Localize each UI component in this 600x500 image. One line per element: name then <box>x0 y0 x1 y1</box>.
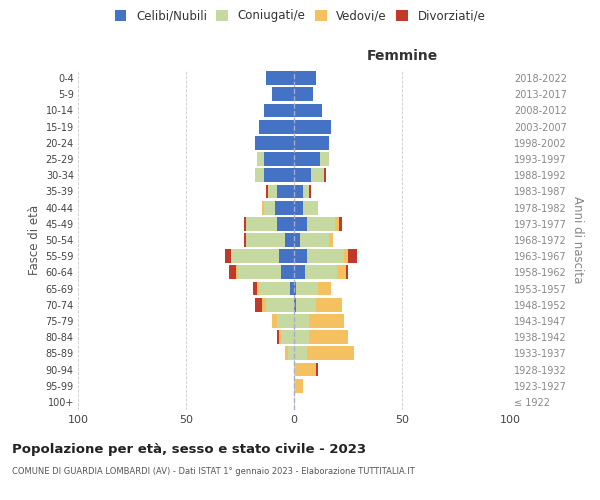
Bar <box>346 266 348 280</box>
Text: Femmine: Femmine <box>367 49 437 63</box>
Bar <box>229 266 236 280</box>
Bar <box>257 152 264 166</box>
Bar <box>279 330 281 344</box>
Bar <box>294 282 296 296</box>
Bar <box>275 200 294 214</box>
Bar <box>294 136 329 149</box>
Bar <box>286 346 287 360</box>
Bar <box>253 282 257 296</box>
Bar <box>286 233 294 247</box>
Text: Popolazione per età, sesso e stato civile - 2023: Popolazione per età, sesso e stato civil… <box>12 442 366 456</box>
Bar <box>302 200 318 214</box>
Bar <box>277 330 279 344</box>
Bar <box>272 88 294 101</box>
Bar <box>294 88 313 101</box>
Bar <box>318 282 331 296</box>
Bar <box>264 104 294 118</box>
Bar <box>264 152 294 166</box>
Bar <box>287 346 294 360</box>
Bar <box>296 362 316 376</box>
Bar <box>247 233 286 247</box>
Bar <box>281 266 294 280</box>
Bar <box>294 120 331 134</box>
Bar <box>257 282 259 296</box>
Bar <box>262 200 264 214</box>
Bar <box>324 168 326 182</box>
Bar <box>307 250 344 263</box>
Bar <box>294 314 309 328</box>
Bar <box>277 217 294 230</box>
Legend: Celibi/Nubili, Coniugati/e, Vedovi/e, Divorziati/e: Celibi/Nubili, Coniugati/e, Vedovi/e, Di… <box>111 6 489 26</box>
Bar <box>294 217 307 230</box>
Bar <box>301 233 329 247</box>
Bar <box>311 168 324 182</box>
Bar <box>244 233 247 247</box>
Bar <box>277 184 294 198</box>
Bar <box>294 104 322 118</box>
Bar <box>305 266 337 280</box>
Bar <box>264 168 294 182</box>
Bar <box>232 250 279 263</box>
Bar <box>279 250 294 263</box>
Bar <box>335 217 340 230</box>
Bar <box>259 282 290 296</box>
Bar <box>294 152 320 166</box>
Bar <box>266 71 294 85</box>
Bar <box>225 250 232 263</box>
Bar <box>290 282 294 296</box>
Bar <box>264 200 275 214</box>
Bar <box>255 136 294 149</box>
Bar <box>337 266 346 280</box>
Bar <box>236 266 238 280</box>
Bar <box>255 168 264 182</box>
Text: COMUNE DI GUARDIA LOMBARDI (AV) - Dati ISTAT 1° gennaio 2023 - Elaborazione TUTT: COMUNE DI GUARDIA LOMBARDI (AV) - Dati I… <box>12 468 415 476</box>
Bar <box>316 298 341 312</box>
Bar <box>294 250 307 263</box>
Bar <box>302 184 309 198</box>
Bar <box>344 250 348 263</box>
Bar <box>247 217 277 230</box>
Bar <box>309 314 344 328</box>
Bar <box>238 266 281 280</box>
Y-axis label: Anni di nascita: Anni di nascita <box>571 196 584 284</box>
Bar <box>329 233 333 247</box>
Bar <box>272 314 277 328</box>
Bar <box>294 71 316 85</box>
Bar <box>307 346 355 360</box>
Bar <box>316 362 318 376</box>
Bar <box>294 184 302 198</box>
Bar <box>268 184 277 198</box>
Bar <box>294 200 302 214</box>
Bar <box>348 250 356 263</box>
Bar <box>294 168 311 182</box>
Bar <box>294 233 301 247</box>
Bar <box>294 362 296 376</box>
Bar <box>309 184 311 198</box>
Bar <box>281 330 294 344</box>
Bar <box>296 379 302 392</box>
Bar <box>294 266 305 280</box>
Bar <box>320 152 329 166</box>
Bar <box>244 217 247 230</box>
Bar <box>340 217 341 230</box>
Bar <box>266 184 268 198</box>
Bar <box>307 217 335 230</box>
Bar <box>259 120 294 134</box>
Bar <box>296 298 316 312</box>
Bar <box>296 282 318 296</box>
Bar <box>277 314 294 328</box>
Bar <box>262 298 266 312</box>
Bar <box>294 346 307 360</box>
Bar <box>294 298 296 312</box>
Bar <box>294 379 296 392</box>
Y-axis label: Fasce di età: Fasce di età <box>28 205 41 275</box>
Bar <box>255 298 262 312</box>
Bar <box>294 330 309 344</box>
Bar <box>309 330 348 344</box>
Bar <box>266 298 294 312</box>
